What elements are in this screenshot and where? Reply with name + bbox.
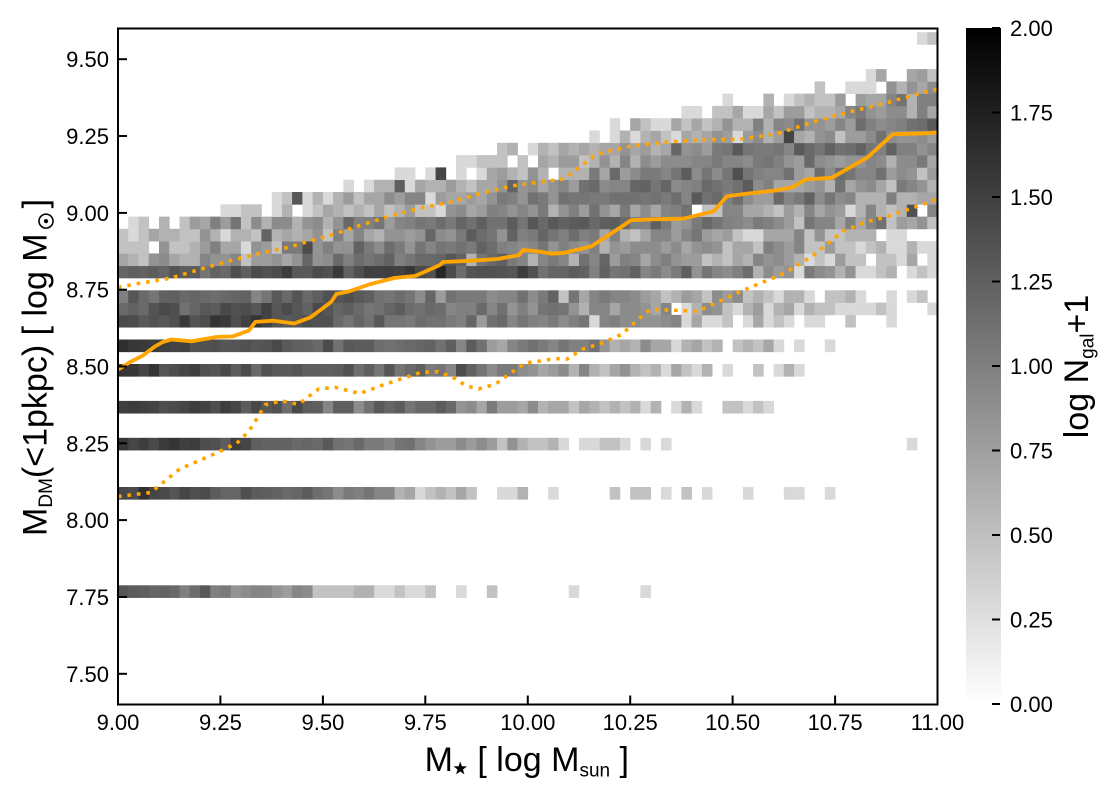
svg-text:log N: log N	[1058, 359, 1096, 438]
svg-text:]: ]	[620, 741, 629, 779]
svg-text:2.00: 2.00	[1010, 16, 1053, 41]
svg-text:]: ]	[17, 199, 55, 208]
svg-text:sun: sun	[579, 761, 610, 782]
svg-text:gal: gal	[1078, 334, 1099, 359]
svg-text:M: M	[425, 741, 453, 779]
svg-text:10.00: 10.00	[500, 710, 555, 735]
svg-text:11.00: 11.00	[911, 710, 964, 735]
svg-text:[ log M: [ log M	[477, 741, 579, 779]
svg-text:1.75: 1.75	[1010, 101, 1053, 126]
svg-text:8.00: 8.00	[66, 508, 109, 533]
svg-text:(<1pkpc) [ log M: (<1pkpc) [ log M	[17, 233, 55, 478]
svg-text:8.75: 8.75	[66, 278, 109, 303]
svg-text:10.75: 10.75	[808, 710, 863, 735]
svg-text:1.00: 1.00	[1010, 354, 1053, 379]
svg-text:8.50: 8.50	[66, 355, 109, 380]
svg-text:0.75: 0.75	[1010, 439, 1053, 464]
svg-text:9.00: 9.00	[66, 201, 109, 226]
svg-text:9.25: 9.25	[199, 710, 242, 735]
svg-text:9.50: 9.50	[66, 47, 109, 72]
svg-text:0.00: 0.00	[1010, 692, 1053, 717]
svg-text:7.50: 7.50	[66, 662, 109, 687]
svg-text:8.25: 8.25	[66, 431, 109, 456]
svg-text:DM: DM	[36, 478, 57, 508]
svg-text:1.25: 1.25	[1010, 270, 1053, 295]
svg-text:0.50: 0.50	[1010, 523, 1053, 548]
svg-text:7.75: 7.75	[66, 585, 109, 610]
svg-text:9.75: 9.75	[404, 710, 447, 735]
svg-text:10.50: 10.50	[705, 710, 760, 735]
svg-text:M: M	[17, 508, 55, 536]
svg-text:1.50: 1.50	[1010, 185, 1053, 210]
svg-text:9.00: 9.00	[97, 710, 140, 735]
svg-text:10.25: 10.25	[603, 710, 658, 735]
svg-text:+1: +1	[1058, 295, 1096, 334]
svg-text:9.25: 9.25	[66, 124, 109, 149]
svg-text:0.25: 0.25	[1010, 608, 1053, 633]
svg-text:9.50: 9.50	[301, 710, 344, 735]
